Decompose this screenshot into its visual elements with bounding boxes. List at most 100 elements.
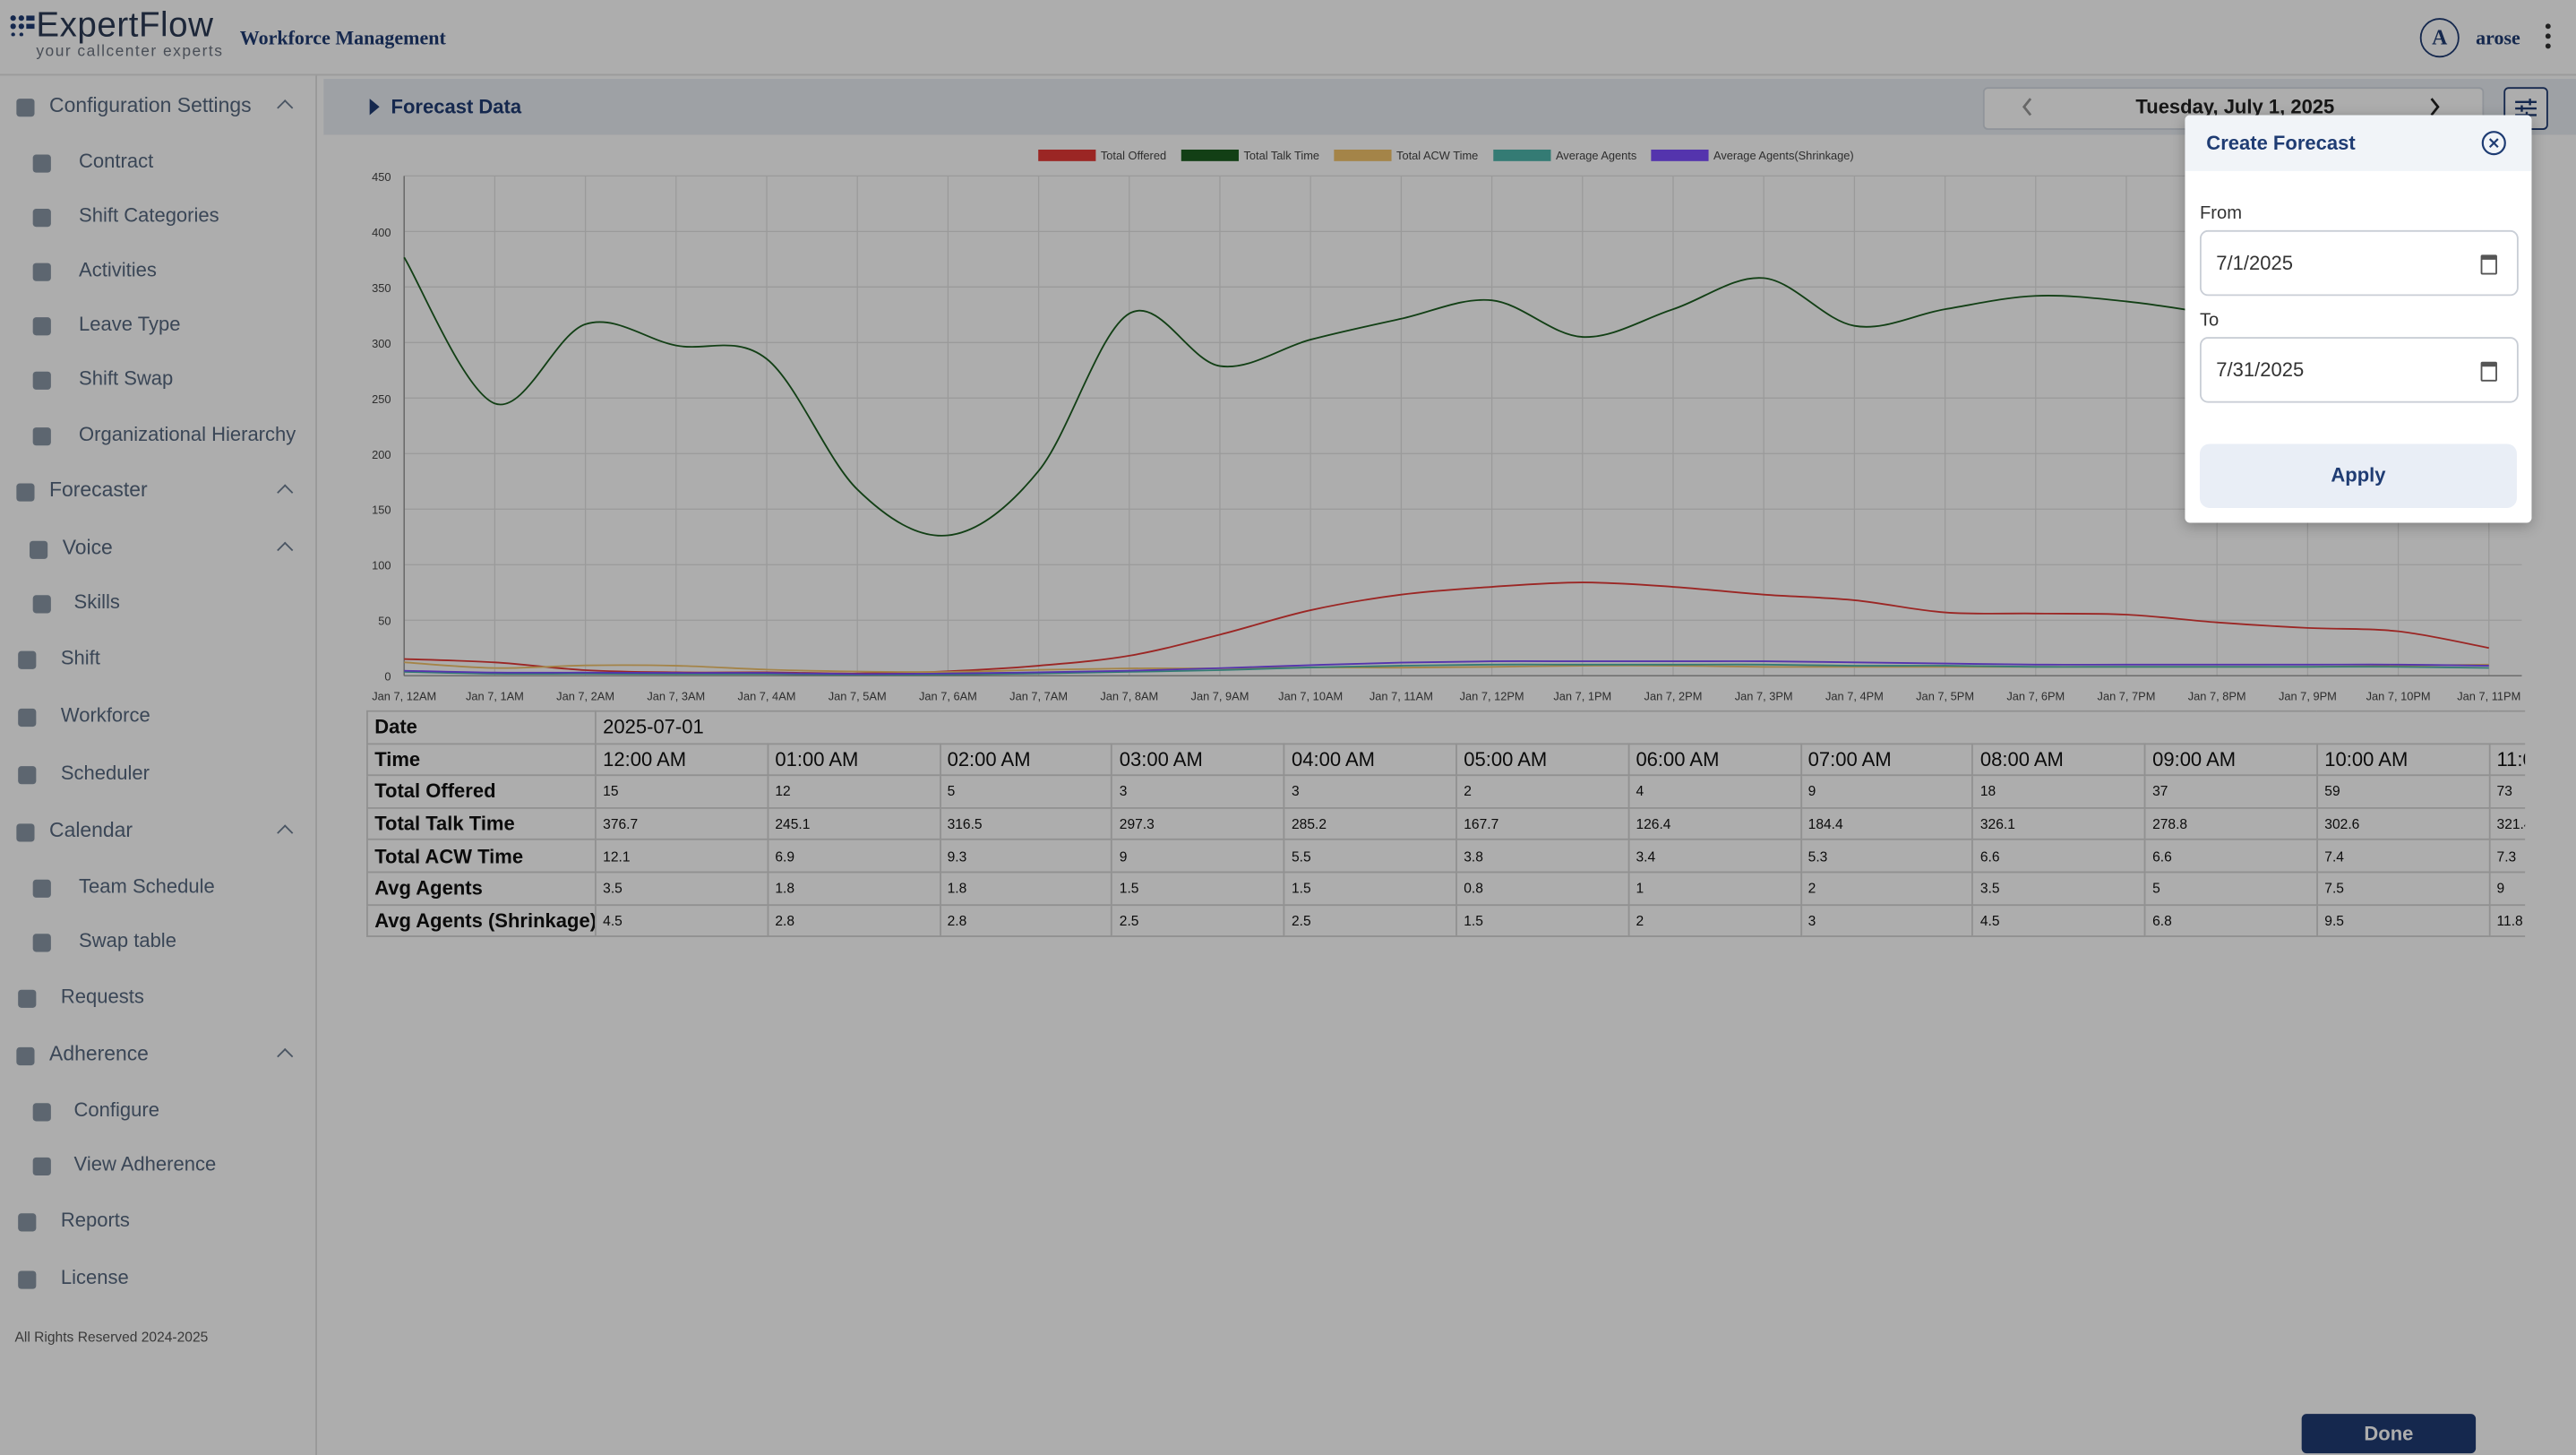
- y-tick-label: 0: [384, 670, 391, 684]
- sidebar-item[interactable]: Requests: [60, 985, 144, 1008]
- sidebar-item[interactable]: Swap table: [79, 928, 176, 952]
- y-tick-label: 200: [372, 448, 391, 461]
- sidebar-icon: [32, 371, 51, 390]
- row-label: Date: [366, 710, 597, 745]
- sidebar-item[interactable]: Forecaster: [49, 478, 148, 502]
- sidebar-icon: [16, 823, 35, 842]
- time-header: 04:00 AM: [1283, 742, 1457, 777]
- series-line: [404, 663, 2489, 676]
- from-input[interactable]: 7/1/2025: [2199, 229, 2519, 297]
- sidebar-icon: [30, 540, 48, 559]
- x-tick-label: Jan 7, 11PM: [2457, 690, 2520, 703]
- value-cell: 297.3: [1111, 806, 1285, 841]
- section-title[interactable]: Forecast Data: [391, 95, 522, 119]
- legend-swatch: [1651, 149, 1709, 161]
- sidebar-icon: [32, 154, 51, 173]
- sidebar-item[interactable]: Activities: [79, 258, 157, 281]
- time-header: 10:00 AM: [2316, 742, 2491, 777]
- y-tick-label: 100: [372, 559, 391, 573]
- row-label: Total ACW Time: [366, 839, 597, 874]
- sidebar-item[interactable]: Configure: [73, 1098, 159, 1122]
- x-tick-label: Jan 7, 8AM: [1100, 690, 1158, 703]
- value-cell: 12: [767, 774, 941, 809]
- legend-label: Total ACW Time: [1396, 149, 1478, 162]
- tagline: your callcenter experts: [36, 42, 224, 61]
- y-tick-label: 350: [372, 281, 391, 295]
- avatar[interactable]: A: [2419, 18, 2460, 58]
- sidebar-item[interactable]: Scheduler: [60, 761, 150, 785]
- sidebar-icon: [18, 766, 37, 785]
- table-row: Total ACW Time 12.1 6.9 9.3 9 5.5 3.8 3.4 5.3 6.6…: [366, 839, 2526, 874]
- x-tick-label: Jan 7, 1AM: [466, 690, 524, 703]
- to-input[interactable]: 7/31/2025: [2199, 337, 2519, 403]
- sidebar-item[interactable]: Contract: [79, 149, 154, 173]
- sidebar-icon: [18, 708, 37, 728]
- sidebar-item[interactable]: Organizational Hierarchy: [79, 422, 296, 446]
- sidebar-item[interactable]: Shift Categories: [79, 203, 219, 228]
- sidebar-icon: [18, 650, 37, 669]
- x-tick-label: Jan 7, 6PM: [2006, 690, 2065, 703]
- time-header: 03:00 AM: [1111, 742, 1285, 777]
- value-cell: 376.7: [594, 806, 769, 841]
- apply-button[interactable]: Apply: [2199, 443, 2517, 509]
- app-title: Workforce Management: [239, 26, 446, 50]
- calendar-icon[interactable]: [2480, 361, 2497, 382]
- x-tick-label: Jan 7, 11AM: [1370, 690, 1433, 703]
- sidebar-item[interactable]: Shift Swap: [79, 366, 174, 390]
- x-tick-label: Jan 7, 5PM: [1916, 690, 1974, 703]
- sidebar-item[interactable]: Reports: [60, 1208, 130, 1232]
- user-name[interactable]: arose: [2476, 26, 2520, 50]
- x-tick-label: Jan 7, 1PM: [1553, 690, 1611, 703]
- x-tick-label: Jan 7, 3AM: [647, 690, 705, 703]
- value-cell: 4.5: [1971, 903, 2146, 938]
- value-cell: 7.3: [2488, 839, 2526, 874]
- y-tick-label: 300: [372, 337, 391, 350]
- expand-icon[interactable]: [368, 97, 382, 116]
- sidebar-item[interactable]: License: [60, 1265, 129, 1289]
- sidebar-item[interactable]: Shift: [60, 646, 100, 669]
- calendar-icon[interactable]: [2480, 254, 2497, 275]
- y-tick-label: 450: [372, 170, 391, 184]
- value-cell: 245.1: [767, 806, 941, 841]
- sidebar-item[interactable]: Adherence: [49, 1042, 149, 1066]
- x-tick-label: Jan 7, 7PM: [2098, 690, 2156, 703]
- sidebar-item[interactable]: Team Schedule: [79, 874, 215, 898]
- sidebar-item[interactable]: Calendar: [49, 818, 133, 842]
- x-tick-label: Jan 7, 9AM: [1191, 690, 1249, 703]
- value-cell: 5.3: [1799, 839, 1974, 874]
- sidebar-item[interactable]: Voice: [62, 536, 113, 559]
- x-tick-label: Jan 7, 9PM: [2279, 690, 2337, 703]
- value-cell: 316.5: [939, 806, 1113, 841]
- sidebar-item[interactable]: Workforce: [60, 703, 150, 728]
- sidebar-item[interactable]: View Adherence: [73, 1152, 217, 1176]
- y-tick-label: 250: [372, 392, 391, 406]
- value-cell: 2: [1799, 871, 1974, 906]
- sidebar-item[interactable]: Leave Type: [79, 312, 181, 336]
- sidebar-item[interactable]: Skills: [73, 590, 120, 614]
- value-cell: 302.6: [2316, 806, 2491, 841]
- value-cell: 3: [1111, 774, 1285, 809]
- x-tick-label: Jan 7, 10AM: [1278, 690, 1343, 703]
- legend-swatch: [1334, 149, 1392, 161]
- prev-date[interactable]: [2021, 97, 2034, 116]
- sidebar-footer: All Rights Reserved 2024-2025: [14, 1328, 209, 1346]
- sidebar: [0, 75, 317, 1455]
- close-button[interactable]: [2481, 130, 2507, 156]
- value-cell: 4.5: [594, 903, 769, 938]
- value-cell: 4: [1627, 774, 1802, 809]
- menu-icon[interactable]: [2543, 23, 2553, 53]
- value-cell: 285.2: [1283, 806, 1457, 841]
- table-viewport: Date 2025-07-01 Time 12:00 AM 01:00 AM 02:00 …: [366, 710, 2526, 941]
- sidebar-icon: [18, 989, 37, 1008]
- value-cell: 3: [1799, 903, 1974, 938]
- sidebar-icon: [32, 595, 51, 614]
- done-button[interactable]: Done: [2301, 1414, 2477, 1454]
- time-header: 08:00 AM: [1971, 742, 2146, 777]
- next-date[interactable]: [2428, 97, 2442, 116]
- sidebar-item[interactable]: Configuration Settings: [49, 93, 252, 117]
- row-label: Avg Agents: [366, 871, 597, 906]
- value-cell: 9.5: [2316, 903, 2491, 938]
